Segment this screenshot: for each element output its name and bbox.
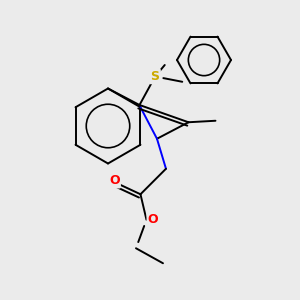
- Text: S: S: [151, 70, 160, 83]
- Text: O: O: [109, 174, 120, 187]
- Text: O: O: [148, 213, 158, 226]
